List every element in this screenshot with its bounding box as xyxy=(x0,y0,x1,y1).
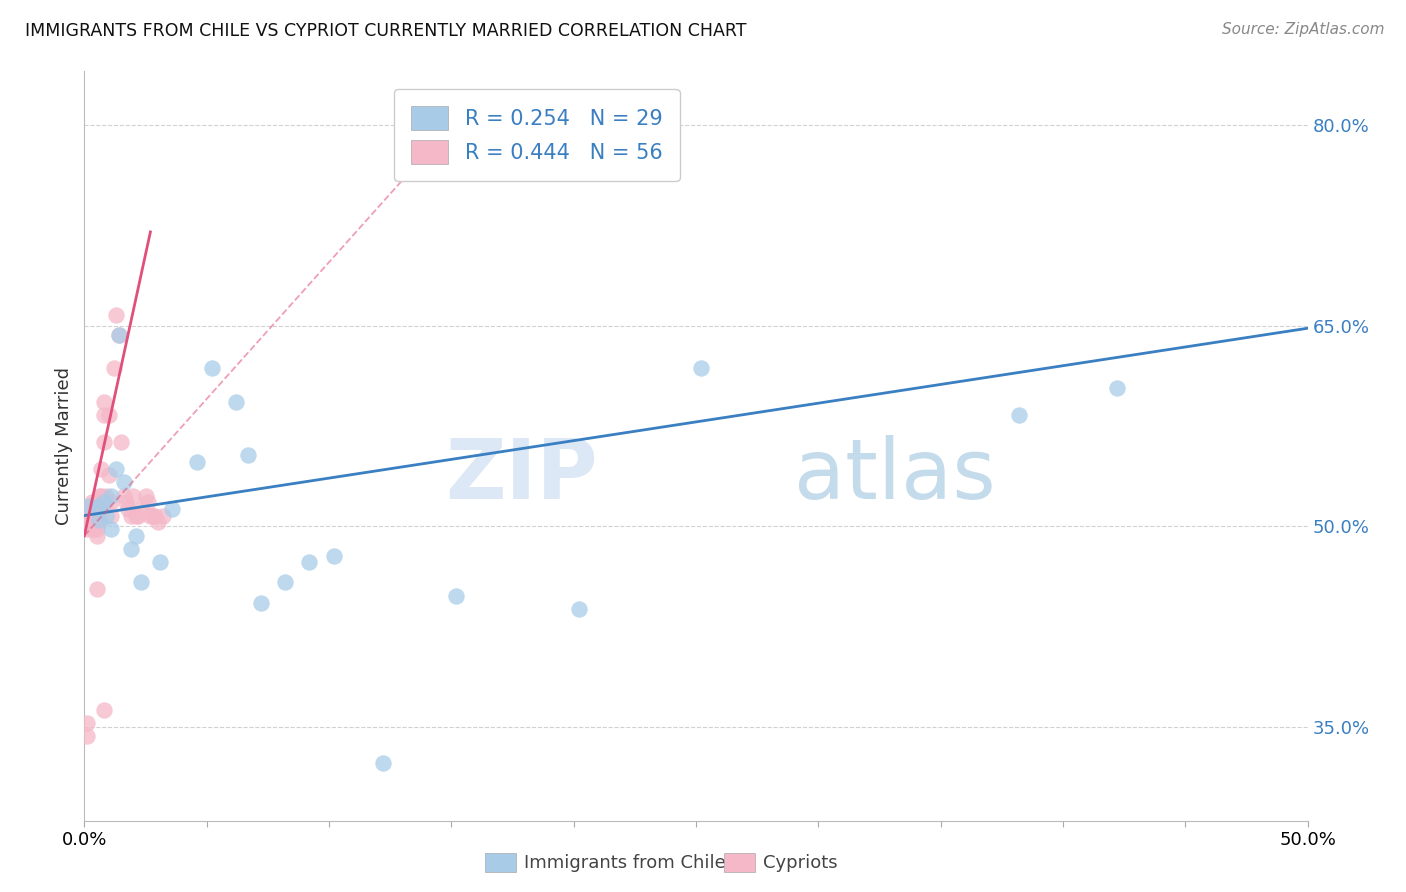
Point xyxy=(97,468,120,483)
Point xyxy=(689,361,711,376)
Point xyxy=(143,508,166,523)
Point xyxy=(135,489,157,503)
Point xyxy=(120,508,142,523)
Point xyxy=(110,435,132,450)
Point xyxy=(152,508,174,523)
Point xyxy=(77,500,100,514)
Point xyxy=(83,522,105,536)
Point xyxy=(1008,409,1031,423)
Point xyxy=(122,489,145,503)
Point xyxy=(87,512,110,526)
Point xyxy=(100,522,122,536)
Point xyxy=(100,508,122,523)
Point xyxy=(77,508,100,523)
Point xyxy=(76,716,98,731)
Text: ZIP: ZIP xyxy=(446,435,598,516)
Point xyxy=(149,555,172,570)
Point xyxy=(96,489,118,503)
Point xyxy=(90,462,112,476)
Point xyxy=(76,522,98,536)
Point xyxy=(90,489,112,503)
Point xyxy=(87,500,110,514)
Text: Cypriots: Cypriots xyxy=(763,854,838,871)
Point xyxy=(80,516,103,530)
Point xyxy=(125,508,148,523)
Point xyxy=(86,522,108,536)
Point xyxy=(238,448,260,462)
Point xyxy=(249,596,271,610)
Point xyxy=(142,508,165,523)
Point xyxy=(107,328,129,343)
Y-axis label: Currently Married: Currently Married xyxy=(55,367,73,525)
Point xyxy=(100,495,122,509)
Point xyxy=(129,575,152,590)
Point xyxy=(87,502,110,516)
Point xyxy=(80,522,103,536)
Point xyxy=(139,508,162,523)
Point xyxy=(298,555,321,570)
Point xyxy=(80,508,103,523)
Point xyxy=(76,730,98,744)
Point xyxy=(444,589,467,603)
Point xyxy=(77,516,100,530)
Point xyxy=(136,495,159,509)
Point xyxy=(93,435,115,450)
Point xyxy=(162,502,184,516)
Text: Source: ZipAtlas.com: Source: ZipAtlas.com xyxy=(1222,22,1385,37)
Point xyxy=(120,542,142,557)
Point xyxy=(87,516,110,530)
Point xyxy=(86,495,108,509)
Point xyxy=(93,395,115,409)
Point xyxy=(76,508,98,523)
Point xyxy=(87,495,110,509)
Text: IMMIGRANTS FROM CHILE VS CYPRIOT CURRENTLY MARRIED CORRELATION CHART: IMMIGRANTS FROM CHILE VS CYPRIOT CURRENT… xyxy=(25,22,747,40)
Legend: R = 0.254   N = 29, R = 0.444   N = 56: R = 0.254 N = 29, R = 0.444 N = 56 xyxy=(394,89,679,181)
Point xyxy=(115,495,138,509)
Text: Immigrants from Chile: Immigrants from Chile xyxy=(524,854,725,871)
Point xyxy=(105,462,128,476)
Point xyxy=(129,502,152,516)
Point xyxy=(105,308,128,322)
Point xyxy=(125,528,148,542)
Point xyxy=(103,361,125,376)
Point xyxy=(87,489,110,503)
Point xyxy=(127,508,149,523)
Text: atlas: atlas xyxy=(794,435,995,516)
Point xyxy=(100,489,122,503)
Point xyxy=(1105,382,1128,396)
Point xyxy=(107,328,129,343)
Point xyxy=(186,455,208,469)
Point xyxy=(93,703,115,717)
Point xyxy=(93,495,115,509)
Point xyxy=(80,495,103,509)
Point xyxy=(97,409,120,423)
Point xyxy=(83,502,105,516)
Point xyxy=(76,516,98,530)
Point xyxy=(146,516,169,530)
Point xyxy=(96,508,118,523)
Point xyxy=(86,516,108,530)
Point xyxy=(200,361,222,376)
Point xyxy=(93,409,115,423)
Point xyxy=(371,756,394,771)
Point xyxy=(117,502,139,516)
Point xyxy=(112,489,135,503)
Point xyxy=(274,575,297,590)
Point xyxy=(77,502,100,516)
Point xyxy=(322,549,344,563)
Point xyxy=(83,508,105,523)
Point xyxy=(86,528,108,542)
Point xyxy=(567,602,589,616)
Point xyxy=(86,582,108,597)
Point xyxy=(112,475,135,490)
Point xyxy=(96,495,118,509)
Point xyxy=(76,516,98,530)
Point xyxy=(225,395,247,409)
